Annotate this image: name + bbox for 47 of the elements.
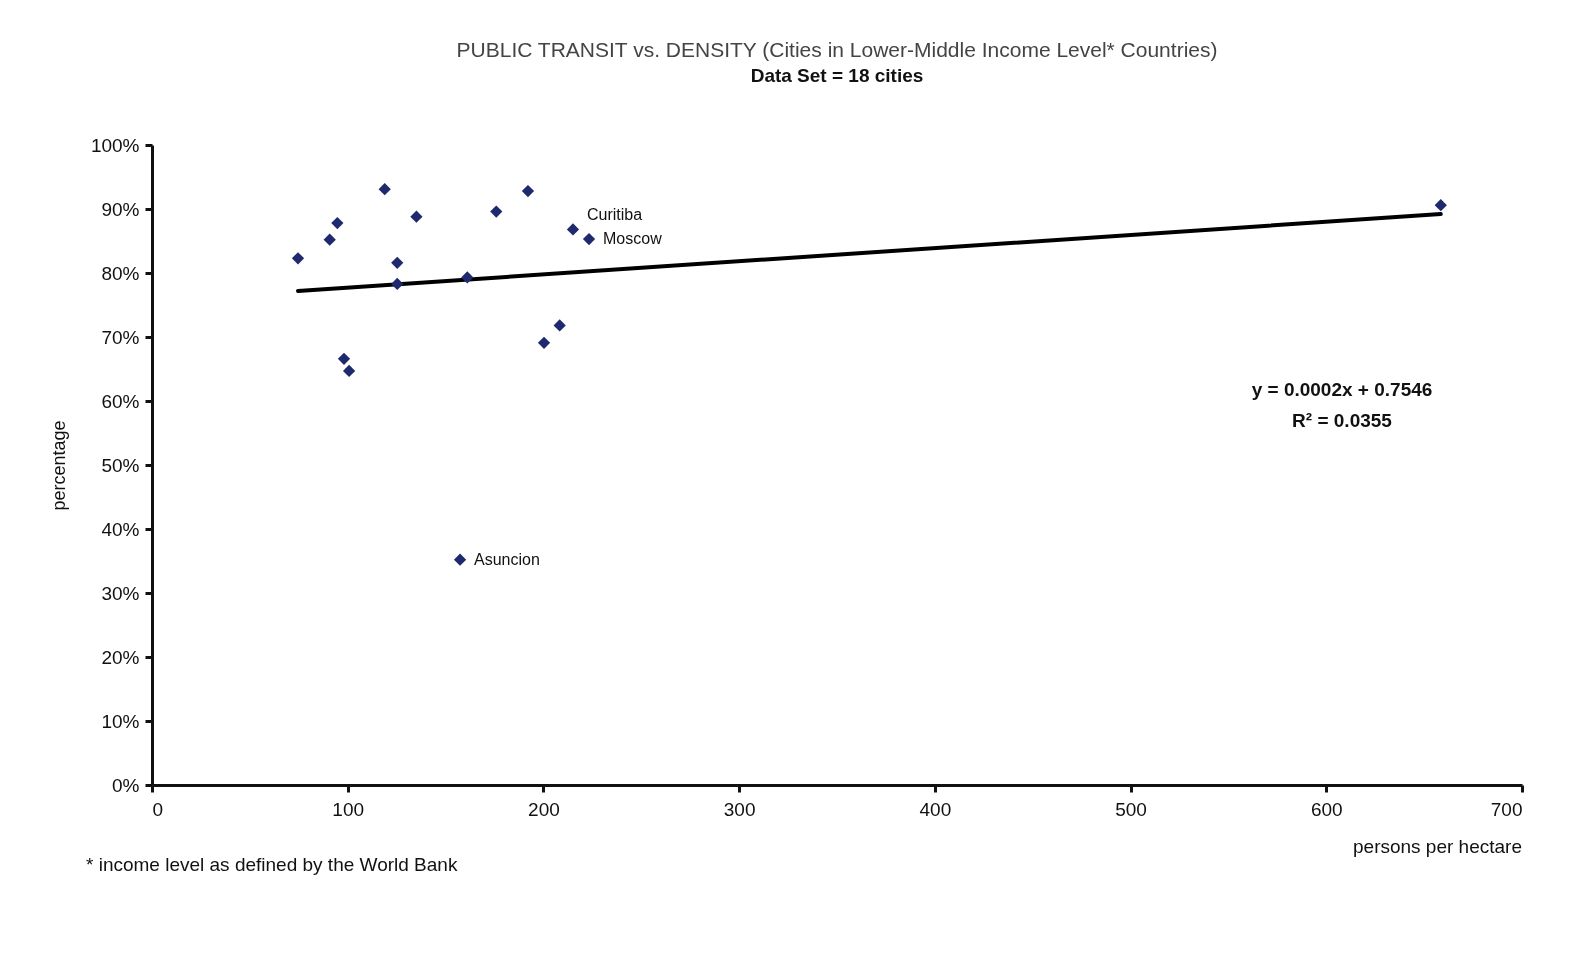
point bbox=[537, 336, 551, 349]
x-tick-label: 300 bbox=[723, 798, 756, 820]
chart-subtitle: Data Set = 18 cities bbox=[750, 65, 924, 86]
annotation: y = 0.0002x + 0.7546 bbox=[1251, 379, 1433, 400]
point bbox=[323, 233, 336, 246]
point bbox=[582, 232, 596, 246]
annotation: Moscow bbox=[603, 230, 663, 248]
point bbox=[521, 184, 535, 198]
y-tick-label: 60% bbox=[101, 390, 140, 412]
point bbox=[378, 183, 391, 196]
x-tick-label: 500 bbox=[1115, 798, 1147, 820]
point bbox=[391, 277, 404, 290]
y-tick-label: 90% bbox=[101, 198, 140, 220]
annotation: Curitiba bbox=[586, 206, 643, 224]
point bbox=[337, 352, 351, 365]
point bbox=[1434, 199, 1447, 212]
y-tick-label: 0% bbox=[112, 774, 140, 796]
point bbox=[342, 364, 356, 378]
point bbox=[410, 210, 423, 223]
y-tick-label: 40% bbox=[101, 518, 140, 540]
x-tick-label: 100 bbox=[332, 798, 365, 820]
point bbox=[291, 252, 305, 265]
x-axis-title: persons per hectare bbox=[1353, 836, 1522, 857]
text: * income level as defined by the World Bank bbox=[86, 854, 458, 875]
point bbox=[566, 223, 580, 236]
annotation: Asuncion bbox=[474, 550, 540, 568]
point bbox=[490, 205, 503, 218]
y-tick-label: 80% bbox=[101, 262, 140, 284]
annotation: R² = 0.0355 bbox=[1292, 410, 1393, 431]
point bbox=[553, 319, 566, 332]
chart-title: PUBLIC TRANSIT vs. DENSITY (Cities in Lower-Middle Income Level* Countries) bbox=[456, 38, 1218, 61]
y-tick-label: 30% bbox=[101, 582, 140, 604]
y-tick-label: 70% bbox=[101, 326, 140, 348]
x-tick-label: 200 bbox=[528, 798, 560, 820]
x-tick-label: 700 bbox=[1490, 798, 1523, 820]
y-tick-label: 100% bbox=[90, 134, 140, 156]
point bbox=[461, 271, 474, 284]
x-tick-label: 400 bbox=[919, 798, 952, 820]
point bbox=[391, 256, 404, 269]
y-axis-title: percentage bbox=[48, 420, 69, 511]
point bbox=[453, 553, 467, 566]
point bbox=[331, 216, 344, 230]
y-tick-label: 10% bbox=[101, 710, 140, 732]
y-tick-label: 20% bbox=[101, 646, 140, 668]
x-tick-label: 0 bbox=[152, 798, 164, 820]
x-tick-label: 600 bbox=[1310, 798, 1343, 820]
y-tick-label: 50% bbox=[101, 454, 140, 476]
